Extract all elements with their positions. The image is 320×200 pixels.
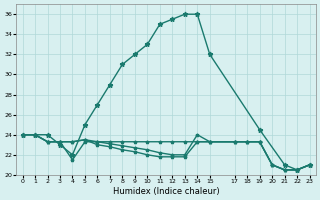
X-axis label: Humidex (Indice chaleur): Humidex (Indice chaleur) [113,187,220,196]
